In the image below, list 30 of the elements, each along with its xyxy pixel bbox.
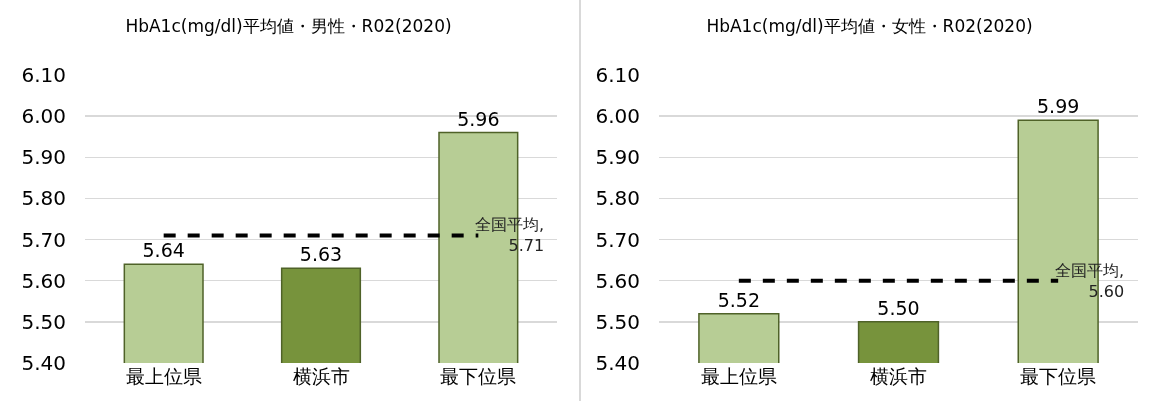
- data-label: 5.63: [299, 243, 343, 266]
- y-tick-label: 6.00: [21, 104, 66, 129]
- y-tick-label: 5.90: [21, 145, 66, 170]
- x-tick-label: 横浜市: [292, 365, 350, 387]
- x-tick-label: 最上位県: [700, 365, 777, 387]
- x-tick-label: 最下位県: [440, 365, 517, 387]
- chart-title: HbA1c(mg/dl)平均値・女性・R02(2020): [705, 15, 1033, 36]
- y-tick-label: 6.10: [21, 63, 66, 87]
- data-label: 5.64: [142, 239, 185, 262]
- x-tick-label: 最上位県: [125, 365, 202, 387]
- x-tick-label: 最下位県: [1019, 365, 1096, 387]
- data-label: 5.52: [717, 288, 760, 311]
- x-tick-label: 横浜市: [869, 365, 927, 387]
- y-tick-label: 5.50: [594, 309, 640, 334]
- y-tick-label: 5.40: [594, 351, 640, 375]
- y-tick-label: 5.80: [21, 186, 66, 211]
- y-tick-label: 6.00: [594, 104, 640, 129]
- y-tick-label: 5.70: [594, 227, 640, 252]
- chart-title: HbA1c(mg/dl)平均値・男性・R02(2020): [125, 15, 452, 36]
- y-tick-label: 5.60: [21, 268, 66, 293]
- y-tick-label: 5.60: [594, 268, 640, 293]
- y-tick-label: 5.70: [21, 227, 66, 252]
- y-tick-label: 5.90: [594, 145, 640, 170]
- y-tick-label: 5.80: [594, 186, 640, 211]
- data-label: 5.50: [876, 296, 920, 319]
- y-tick-label: 5.50: [21, 309, 66, 334]
- data-label: 5.96: [457, 107, 500, 130]
- data-label: 5.99: [1036, 95, 1079, 118]
- y-tick-label: 5.40: [21, 351, 66, 375]
- y-tick-label: 6.10: [594, 63, 640, 87]
